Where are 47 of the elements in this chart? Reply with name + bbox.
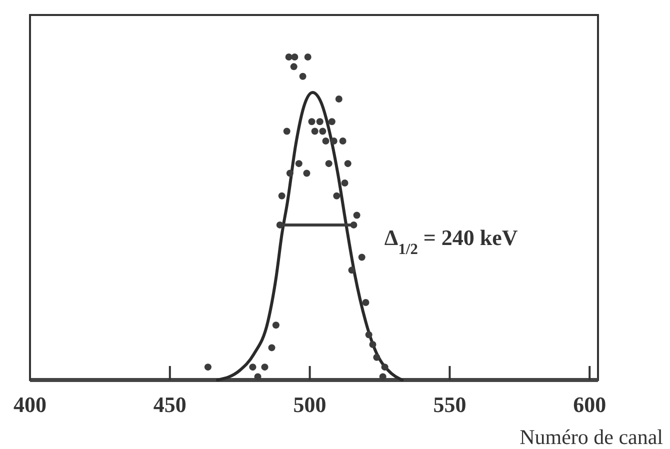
point xyxy=(350,221,358,228)
point xyxy=(325,160,332,168)
point xyxy=(358,254,366,261)
point xyxy=(278,192,286,200)
point xyxy=(304,53,312,60)
point xyxy=(290,63,298,70)
point xyxy=(381,364,388,371)
x-tick-label: 500 xyxy=(293,392,326,417)
point xyxy=(353,212,360,219)
point xyxy=(322,137,330,144)
point xyxy=(285,53,292,60)
point xyxy=(308,118,316,126)
x-tick-label: 550 xyxy=(433,392,466,417)
point xyxy=(344,160,352,168)
point xyxy=(311,128,318,135)
x-tick-label: 450 xyxy=(153,392,186,417)
point xyxy=(283,128,290,135)
point xyxy=(339,137,346,144)
point xyxy=(249,364,256,371)
point xyxy=(316,118,324,126)
point xyxy=(303,170,310,177)
x-tick-label: 400 xyxy=(14,392,46,417)
point xyxy=(268,344,276,352)
point xyxy=(369,340,376,348)
annotation: Δ$_{1/2}$ = 240 keV xyxy=(384,224,518,258)
point xyxy=(373,354,380,361)
point xyxy=(319,128,326,135)
point xyxy=(341,179,348,186)
point xyxy=(333,192,340,200)
point xyxy=(286,170,294,177)
point xyxy=(330,137,338,144)
x-tick-label: 600 xyxy=(573,392,606,417)
point xyxy=(379,373,386,380)
point xyxy=(365,331,372,338)
point xyxy=(362,298,370,306)
point xyxy=(261,364,268,371)
point xyxy=(291,53,298,60)
point xyxy=(254,373,262,380)
point xyxy=(272,322,280,329)
point xyxy=(328,118,336,126)
x-axis-title: Numéro de canal xyxy=(520,425,664,449)
point xyxy=(295,160,302,168)
point xyxy=(276,221,284,228)
point xyxy=(204,364,212,371)
point xyxy=(335,95,342,102)
point xyxy=(348,266,356,274)
point xyxy=(299,72,306,80)
